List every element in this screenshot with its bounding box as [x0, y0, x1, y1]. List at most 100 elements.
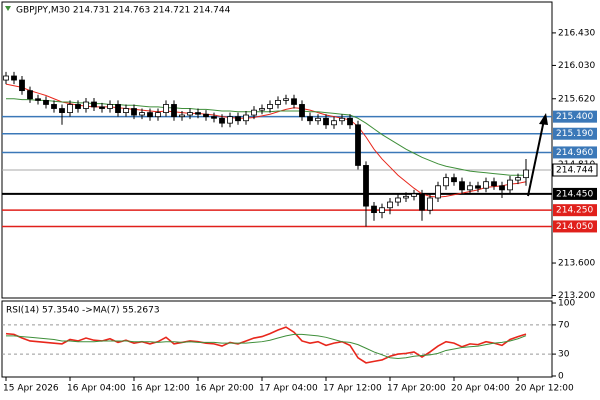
x-tick-label: 17 Apr 04:00: [259, 384, 318, 394]
candle-body: [187, 112, 193, 116]
rsi-line: [6, 333, 527, 359]
candle-body: [59, 108, 65, 113]
candle-body: [131, 108, 137, 116]
x-tick-label: 17 Apr 20:00: [387, 384, 446, 394]
candle-body: [363, 165, 369, 207]
candle-body: [331, 120, 337, 126]
candle-body: [371, 205, 377, 214]
candle-body: [139, 112, 145, 116]
candle-body: [483, 181, 489, 189]
candle-body: [163, 104, 169, 113]
level-box: [553, 204, 597, 217]
level-box: [553, 220, 597, 233]
candle-body: [251, 109, 257, 116]
candle-body: [387, 201, 393, 209]
candle-body: [219, 117, 225, 124]
candle-body: [451, 177, 457, 183]
level-box: [553, 127, 597, 140]
main-frame: [1, 1, 553, 299]
candle-body: [347, 117, 353, 126]
level-box: [553, 110, 597, 123]
plot: 216.430216.030215.620214.810213.600213.2…: [2, 28, 598, 394]
candle-body: [155, 112, 161, 118]
candle-body: [291, 98, 297, 105]
x-tick-label: 20 Apr 12:00: [515, 384, 574, 394]
candle-body: [75, 104, 81, 109]
level-label: 214.250: [556, 206, 593, 216]
y-tick-label: 213.200: [558, 291, 595, 301]
candle-body: [523, 169, 529, 179]
candle-body: [107, 104, 113, 109]
candle-body: [195, 112, 201, 115]
y-tick-label: 216.030: [558, 61, 595, 71]
candle-body: [203, 113, 209, 118]
level-label: 215.400: [556, 112, 593, 122]
candle-body: [355, 124, 361, 166]
candle-body: [323, 117, 329, 126]
candle-body: [259, 108, 265, 111]
candle-body: [3, 75, 9, 81]
candle-body: [419, 193, 425, 211]
candle-body: [35, 98, 41, 101]
y-tick-label: 0: [558, 372, 564, 382]
candle-body: [379, 207, 385, 214]
candle-body: [515, 177, 521, 181]
y-tick-label: 215.620: [558, 94, 595, 104]
candle-body: [299, 104, 305, 118]
candle-body: [11, 75, 17, 81]
level-box: [553, 187, 597, 200]
candle-body: [427, 197, 433, 211]
candle-body: [467, 185, 473, 191]
level-label: 214.050: [556, 222, 593, 232]
y-tick-label: 30: [558, 350, 570, 360]
candle-body: [147, 112, 153, 118]
candle-body: [179, 114, 185, 118]
candle-body: [491, 181, 497, 187]
y-tick-label: 100: [558, 299, 575, 309]
candle-body: [315, 117, 321, 122]
candle-body: [27, 90, 33, 100]
title-icon: [5, 6, 11, 11]
candle-body: [51, 104, 57, 109]
x-tick-label: 16 Apr 20:00: [195, 384, 254, 394]
x-tick-label: 16 Apr 12:00: [131, 384, 190, 394]
y-tick-label: 70: [558, 320, 570, 330]
moving-average: [6, 98, 526, 176]
candle-body: [307, 116, 313, 122]
candle-body: [339, 117, 345, 122]
arrow-shaft: [527, 119, 545, 197]
candle-body: [235, 116, 241, 122]
level-label: 215.190: [556, 129, 593, 139]
candle-body: [435, 185, 441, 199]
candle-body: [403, 195, 409, 199]
current-price-box: [552, 163, 598, 177]
current-price-label: 214.744: [556, 166, 593, 176]
x-tick-label: 17 Apr 12:00: [323, 384, 382, 394]
candle-body: [507, 179, 513, 191]
candle-body: [19, 79, 25, 92]
x-tick-label: 16 Apr 04:00: [67, 384, 126, 394]
candle-body: [99, 106, 105, 109]
level-box: [553, 146, 597, 159]
candle-body: [275, 99, 281, 105]
level-label: 214.960: [556, 148, 593, 158]
candle-body: [43, 99, 49, 105]
candle-body: [499, 185, 505, 191]
candle-body: [67, 104, 73, 113]
candle-body: [395, 197, 401, 203]
candle-body: [115, 104, 121, 113]
candle-body: [123, 108, 129, 113]
rsi-title: RSI(14) 57.3540 ->MA(7) 55.2673: [6, 306, 160, 316]
x-tick-label: 15 Apr 2026: [3, 384, 59, 394]
candle-body: [243, 114, 249, 122]
candle-body: [83, 101, 89, 109]
candle-body: [475, 185, 481, 189]
candle-body: [283, 98, 289, 101]
candle-body: [91, 101, 97, 108]
candle-body: [171, 104, 177, 118]
chart-title: GBPJPY,M30 214.731 214.763 214.721 214.7…: [16, 6, 231, 16]
candle-body: [459, 181, 465, 191]
candle-body: [411, 193, 417, 197]
rsi-line: [5, 326, 527, 364]
